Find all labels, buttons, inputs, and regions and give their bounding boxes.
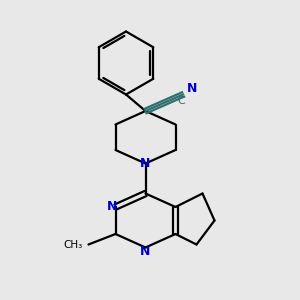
Text: C: C [178,95,185,106]
Text: N: N [187,82,197,95]
Text: N: N [140,157,151,170]
Text: N: N [107,200,117,214]
Text: N: N [140,244,151,258]
Text: CH₃: CH₃ [64,239,83,250]
